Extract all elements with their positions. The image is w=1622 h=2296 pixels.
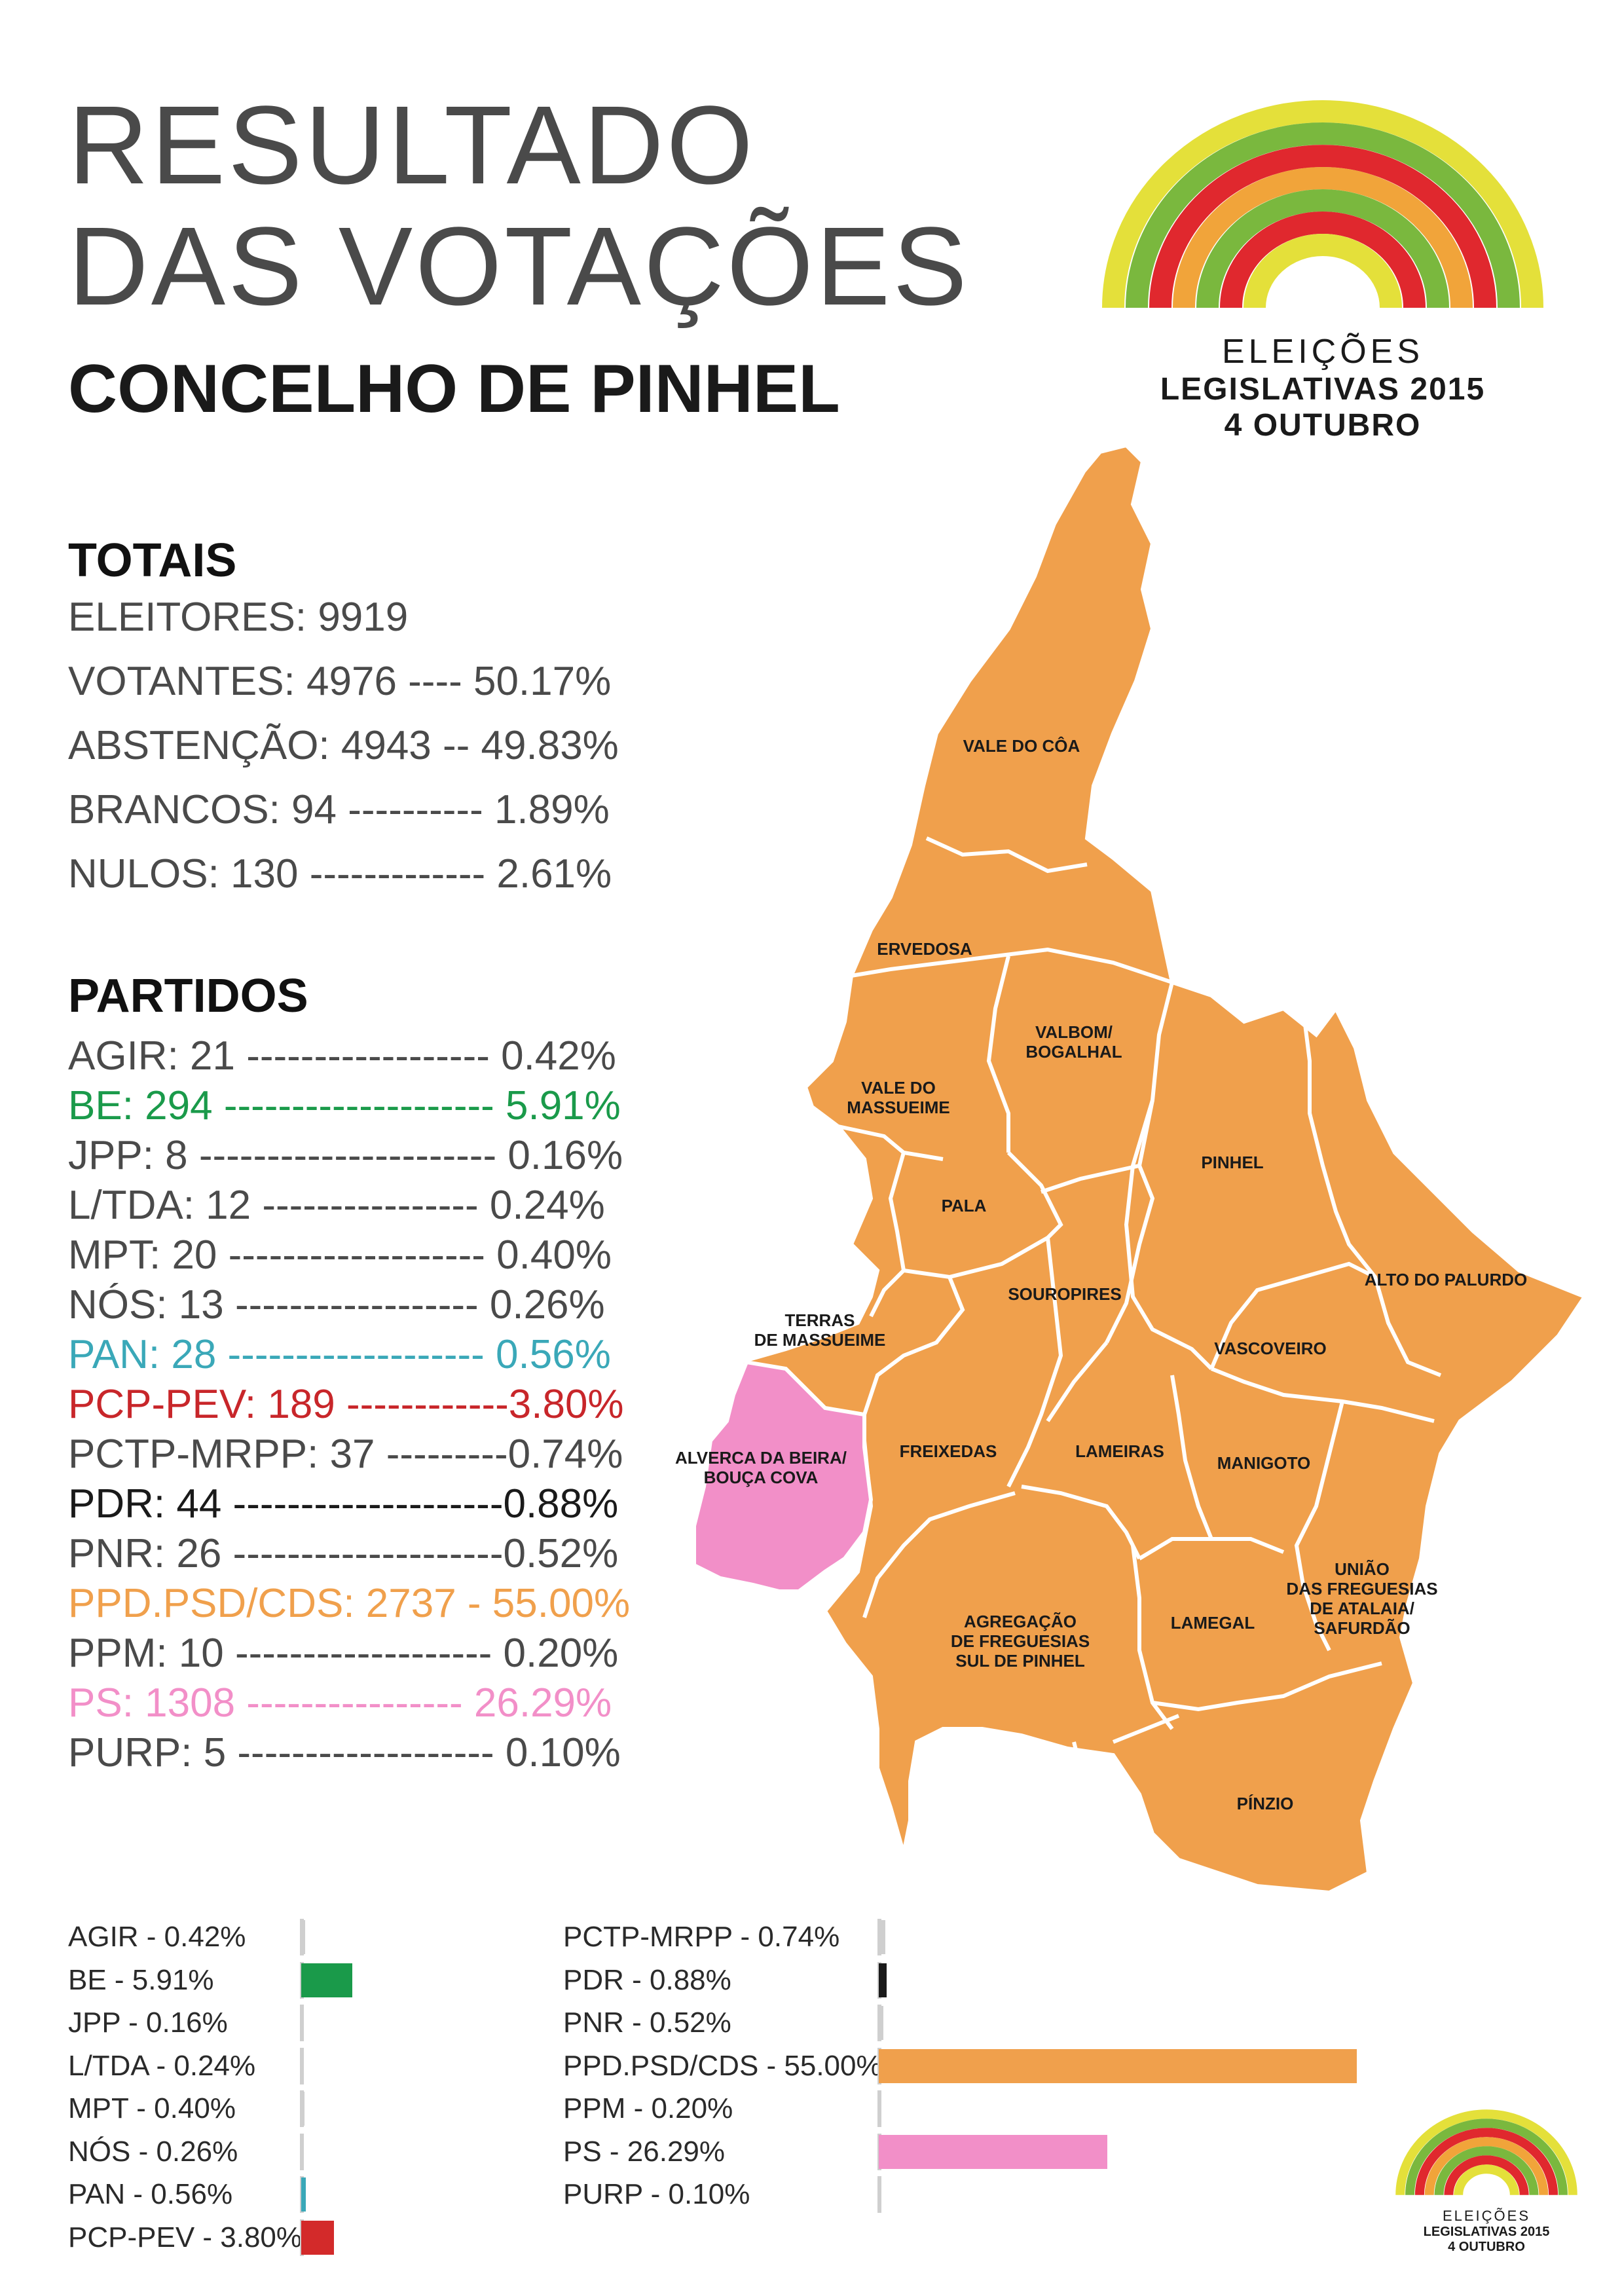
- map-label-agregacao-1: AGREGAÇÃO: [964, 1612, 1077, 1631]
- bar-label: PCTP-MRPP - 0.74%: [563, 1921, 840, 1953]
- bar-ps: [879, 2134, 1107, 2169]
- bar-jpp: [301, 2006, 304, 2040]
- map-internal-borders: [838, 836, 1442, 1769]
- map-label-terras-2: DE MASSUEIME: [754, 1330, 886, 1350]
- totais-abstencao: ABSTENÇÃO: 4943 -- 49.83%: [68, 723, 619, 768]
- map-label-uniao-2: DAS FREGUESIAS: [1286, 1579, 1437, 1599]
- partido-line: PCP-PEV: 189 ------------3.80%: [68, 1382, 624, 1427]
- logo-small-line-3: 4 OUTUBRO: [1448, 2240, 1525, 2254]
- bar-label: NÓS - 0.26%: [68, 2135, 238, 2168]
- bar-label: JPP - 0.16%: [68, 2007, 228, 2039]
- rainbow-logo-small-icon: [1395, 2109, 1577, 2196]
- bar-pdr: [879, 1963, 887, 1997]
- bar-label: PPD.PSD/CDS - 55.00%: [563, 2049, 882, 2082]
- partidos-heading: PARTIDOS: [68, 970, 308, 1022]
- partido-line: PNR: 26 --------------------0.52%: [68, 1531, 619, 1576]
- bar-label: BE - 5.91%: [68, 1963, 214, 1996]
- map-label-vascoveiro: VASCOVEIRO: [1214, 1339, 1326, 1358]
- map-region-outline: [736, 443, 1588, 1895]
- totais-eleitores: ELEITORES: 9919: [68, 595, 409, 640]
- partido-line: L/TDA: 12 ---------------- 0.24%: [68, 1183, 605, 1228]
- logo-line-2: LEGISLATIVAS 2015: [1160, 372, 1486, 407]
- title-line-2: DAS VOTAÇÕES: [68, 204, 970, 329]
- partido-line: PDR: 44 --------------------0.88%: [68, 1481, 619, 1527]
- map-label-lamegal: LAMEGAL: [1171, 1613, 1255, 1633]
- map-label-vale-do-massueime-1: VALE DO: [861, 1078, 936, 1098]
- partido-line: PS: 1308 ---------------- 26.29%: [68, 1680, 612, 1726]
- partido-line: MPT: 20 ------------------- 0.40%: [68, 1232, 612, 1278]
- map-label-vale-do-massueime-2: MASSUEIME: [847, 1098, 949, 1117]
- totais-heading: TOTAIS: [68, 534, 237, 587]
- bar-n-s: [301, 2134, 304, 2169]
- partido-line: JPP: 8 ---------------------- 0.16%: [68, 1133, 623, 1178]
- logo-line-3: 4 OUTUBRO: [1224, 408, 1422, 443]
- municipality-map: VALE DO CÔA ERVEDOSA VALBOM/ BOGALHAL VA…: [675, 443, 1588, 1895]
- map-label-pinhel: PINHEL: [1201, 1153, 1263, 1172]
- bar-ppd-psd-cds: [879, 2048, 1357, 2083]
- bar-label: L/TDA - 0.24%: [68, 2049, 256, 2082]
- map-label-agregacao-2: DE FREGUESIAS: [951, 1631, 1090, 1651]
- map-label-terras-1: TERRAS: [785, 1310, 855, 1330]
- map-label-alverca-1: ALVERCA DA BEIRA/: [675, 1448, 847, 1468]
- bar-label: PPM - 0.20%: [563, 2092, 733, 2124]
- map-label-valbom: VALBOM/: [1035, 1022, 1113, 1042]
- bar-mpt: [301, 2092, 305, 2126]
- map-label-pinzio: PÍNZIO: [1237, 1794, 1294, 1813]
- map-label-uniao-4: SAFURDÃO: [1314, 1618, 1410, 1638]
- totais-votantes: VOTANTES: 4976 ---- 50.17%: [68, 659, 612, 704]
- bar-be: [301, 1963, 353, 1997]
- page-title: RESULTADO DAS VOTAÇÕES: [68, 85, 970, 327]
- partido-line: AGIR: 21 ------------------ 0.42%: [68, 1033, 616, 1079]
- bar-label: PS - 26.29%: [563, 2135, 726, 2168]
- map-label-freixedas: FREIXEDAS: [900, 1441, 997, 1461]
- page-subtitle: CONCELHO DE PINHEL: [68, 351, 840, 427]
- map-label-uniao-1: UNIÃO: [1335, 1559, 1390, 1579]
- bar-pctp-mrpp: [879, 1920, 885, 1954]
- bar-label: AGIR - 0.42%: [68, 1921, 246, 1953]
- bar-agir: [301, 1920, 305, 1954]
- map-label-bogalhal: BOGALHAL: [1025, 1042, 1122, 1062]
- rainbow-logo-icon: [1102, 100, 1543, 308]
- logo-line-1: ELEIÇÕES: [1221, 333, 1424, 371]
- party-bar-chart: AGIR - 0.42% BE - 5.91% JPP - 0.16% L/TDA -…: [0, 1919, 1622, 2272]
- election-logo: ELEIÇÕES LEGISLATIVAS 2015 4 OUTUBRO: [1100, 98, 1545, 443]
- bar-ppm: [879, 2092, 881, 2126]
- partido-line: PCTP-MRPP: 37 ---------0.74%: [68, 1432, 623, 1477]
- bar-pan: [301, 2177, 306, 2212]
- bar-pcp-pev: [301, 2220, 335, 2255]
- map-labels: VALE DO CÔA ERVEDOSA VALBOM/ BOGALHAL VA…: [675, 736, 1527, 1813]
- map-label-ervedosa: ERVEDOSA: [877, 939, 972, 959]
- title-line-1: RESULTADO: [68, 83, 756, 208]
- map-label-pala: PALA: [942, 1196, 987, 1215]
- bar-label: PURP - 0.10%: [563, 2178, 750, 2210]
- bar-label: PAN - 0.56%: [68, 2178, 233, 2210]
- map-label-alto-do-palurdo: ALTO DO PALURDO: [1365, 1270, 1527, 1289]
- partido-line: PPM: 10 ------------------- 0.20%: [68, 1631, 619, 1676]
- map-label-uniao-3: DE ATALAIA/: [1310, 1599, 1414, 1618]
- partido-line: PPD.PSD/CDS: 2737 - 55.00%: [68, 1581, 631, 1626]
- bar-label: PCP-PEV - 3.80%: [68, 2221, 303, 2253]
- partido-line: PURP: 5 ------------------- 0.10%: [68, 1730, 621, 1775]
- map-label-vale-do-coa: VALE DO CÔA: [963, 736, 1080, 756]
- map-region-alverca: [692, 1360, 874, 1593]
- election-logo-small: ELEIÇÕES LEGISLATIVAS 2015 4 OUTUBRO: [1395, 2109, 1578, 2266]
- logo-small-line-2: LEGISLATIVAS 2015: [1423, 2225, 1550, 2239]
- bar-purp: [879, 2177, 881, 2212]
- totais-brancos: BRANCOS: 94 ---------- 1.89%: [68, 787, 610, 832]
- bar-pnr: [879, 2006, 883, 2040]
- logo-small-line-1: ELEIÇÕES: [1442, 2208, 1531, 2224]
- bar-l-tda: [301, 2048, 304, 2083]
- map-label-souropires: SOUROPIRES: [1008, 1284, 1121, 1304]
- bar-label: MPT - 0.40%: [68, 2092, 236, 2124]
- partido-line: PAN: 28 ------------------- 0.56%: [68, 1332, 611, 1377]
- bar-label: PDR - 0.88%: [563, 1963, 731, 1996]
- partido-line: NÓS: 13 ------------------ 0.26%: [68, 1282, 605, 1327]
- map-label-agregacao-3: SUL DE PINHEL: [955, 1651, 1085, 1671]
- map-label-alverca-2: BOUÇA COVA: [704, 1468, 819, 1487]
- map-label-manigoto: MANIGOTO: [1217, 1453, 1311, 1473]
- map-label-lameiras: LAMEIRAS: [1075, 1441, 1164, 1461]
- totais-nulos: NULOS: 130 ------------- 2.61%: [68, 851, 612, 897]
- partido-line: BE: 294 -------------------- 5.91%: [68, 1083, 621, 1128]
- bar-label: PNR - 0.52%: [563, 2007, 731, 2039]
